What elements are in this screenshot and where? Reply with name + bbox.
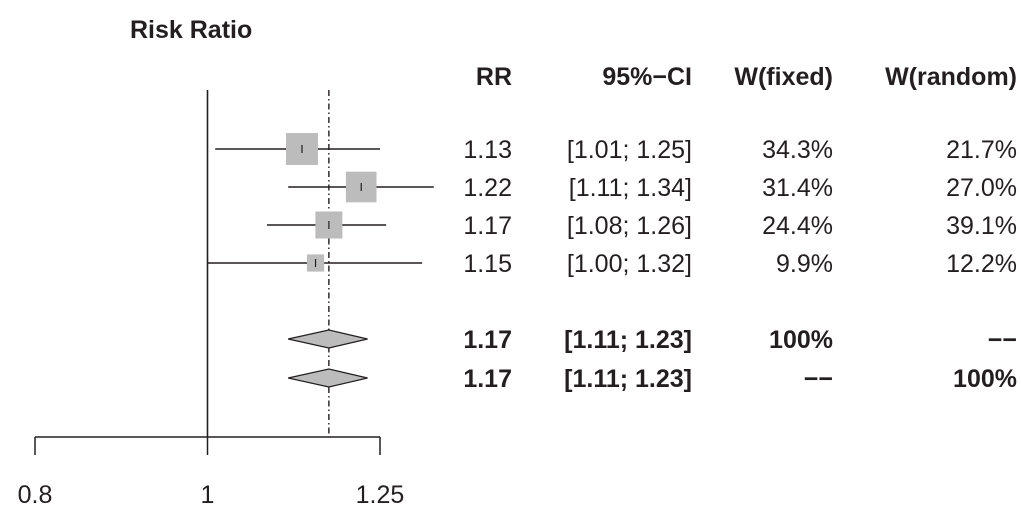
study-ci-value: [1.08; 1.26] xyxy=(567,212,692,240)
summary-w-fixed: 100% xyxy=(769,326,833,354)
study-w-random: 21.7% xyxy=(946,136,1017,164)
study-rr-value: 1.22 xyxy=(463,174,512,202)
table-rows: 1.13 [1.01; 1.25] 34.3% 21.7% 1.22 [1.11; 1.3… xyxy=(463,136,1017,393)
summary-ci-value: [1.11; 1.23] xyxy=(564,365,692,393)
study-w-random: 39.1% xyxy=(946,212,1017,240)
plot-marks xyxy=(206,90,434,437)
study-ci-value: [1.01; 1.25] xyxy=(567,136,692,164)
summary-rr-value: 1.17 xyxy=(463,326,512,354)
study-w-fixed: 9.9% xyxy=(776,250,833,278)
column-header-ci: 95%−CI xyxy=(602,63,692,91)
column-header-w-fixed: W(fixed) xyxy=(734,63,833,91)
summary-w-random: −− xyxy=(988,326,1017,354)
summary-w-random: 100% xyxy=(953,365,1017,393)
x-axis: 0.8 1 1.25 xyxy=(18,436,405,508)
x-axis-tick-label: 1 xyxy=(201,481,215,508)
column-header-rr: RR xyxy=(476,63,512,91)
chart-title: Risk Ratio xyxy=(130,16,252,44)
study-rr-value: 1.17 xyxy=(463,212,512,240)
summary-diamond xyxy=(288,368,368,388)
study-w-fixed: 31.4% xyxy=(762,174,833,202)
summary-diamond xyxy=(288,329,368,349)
study-w-random: 12.2% xyxy=(946,250,1017,278)
study-rr-value: 1.15 xyxy=(463,250,512,278)
study-w-fixed: 34.3% xyxy=(762,136,833,164)
summary-w-fixed: −− xyxy=(804,365,833,393)
x-axis-tick-label: 0.8 xyxy=(18,481,53,508)
summary-ci-value: [1.11; 1.23] xyxy=(564,326,692,354)
study-w-fixed: 24.4% xyxy=(762,212,833,240)
column-header-w-random: W(random) xyxy=(885,63,1017,91)
study-w-random: 27.0% xyxy=(946,174,1017,202)
summary-rr-value: 1.17 xyxy=(463,365,512,393)
study-ci-value: [1.11; 1.34] xyxy=(569,174,692,202)
x-axis-tick-label: 1.25 xyxy=(356,481,405,508)
study-ci-value: [1.00; 1.32] xyxy=(567,250,692,278)
study-rr-value: 1.13 xyxy=(463,136,512,164)
